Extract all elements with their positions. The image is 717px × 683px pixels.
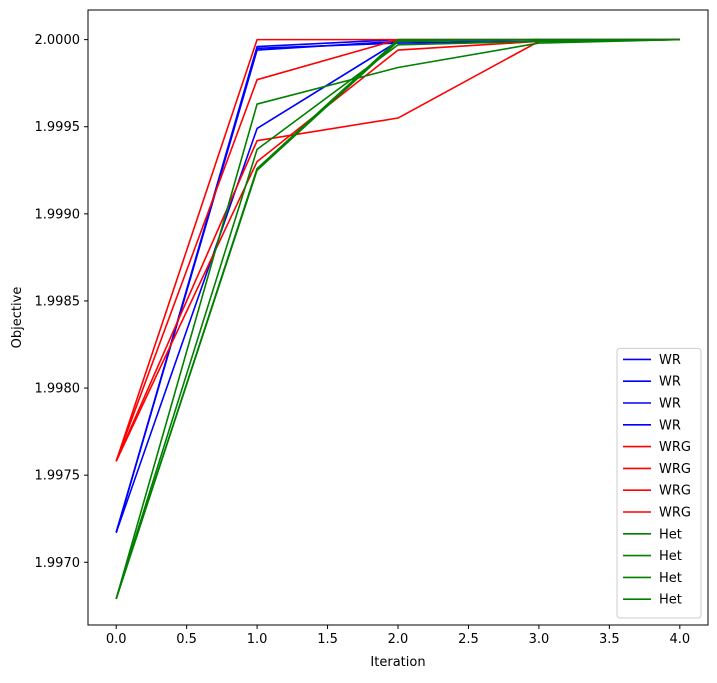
series-line-het-10	[115, 38, 680, 600]
x-tick-label: 2.0	[388, 632, 409, 647]
legend-label: WR	[659, 353, 681, 368]
y-axis-label: Objective	[10, 287, 25, 349]
x-tick-label: 4.0	[669, 632, 690, 647]
y-axis: 1.9970 1.9975 1.9980 1.9985 1.9990 1.9995 2.00…	[35, 33, 88, 571]
x-tick-label: 1.5	[317, 632, 338, 647]
series-line-het-12	[115, 38, 680, 600]
y-tick-label: 1.9990	[35, 207, 81, 222]
x-tick-label: 0.0	[106, 632, 127, 647]
x-tick-label: 3.5	[599, 632, 620, 647]
y-tick-label: 2.0000	[35, 33, 81, 48]
y-tick-label: 1.9975	[35, 469, 81, 484]
y-tick-label: 1.9995	[35, 120, 81, 135]
series-line-het-9	[115, 38, 680, 600]
legend-label: WR	[659, 397, 681, 412]
x-axis-label: Iteration	[370, 655, 425, 670]
legend-label: WR	[659, 375, 681, 390]
x-tick-label: 3.0	[529, 632, 550, 647]
legend-label: WR	[659, 418, 681, 433]
legend: WR WR WR WR WRG WRG WRG WRG Het Het Het Het	[616, 347, 702, 619]
legend-label: Het	[659, 527, 682, 542]
y-tick-label: 1.9985	[35, 294, 81, 309]
legend-box	[616, 347, 702, 619]
legend-label: Het	[659, 593, 682, 608]
legend-label: Het	[659, 571, 682, 586]
x-axis: 0.0 0.5 1.0 1.5 2.0 2.5 3.0 3.5 4.0	[106, 625, 690, 647]
legend-label: Het	[659, 549, 682, 564]
x-tick-label: 1.0	[247, 632, 268, 647]
y-tick-label: 1.9980	[35, 382, 81, 397]
legend-label: WRG	[659, 440, 691, 455]
legend-label: WRG	[659, 484, 691, 499]
x-tick-label: 2.5	[458, 632, 479, 647]
legend-label: WRG	[659, 506, 691, 521]
x-tick-label: 0.5	[176, 632, 197, 647]
series-lines	[115, 38, 680, 600]
legend-label: WRG	[659, 462, 691, 477]
y-tick-label: 1.9970	[35, 556, 81, 571]
